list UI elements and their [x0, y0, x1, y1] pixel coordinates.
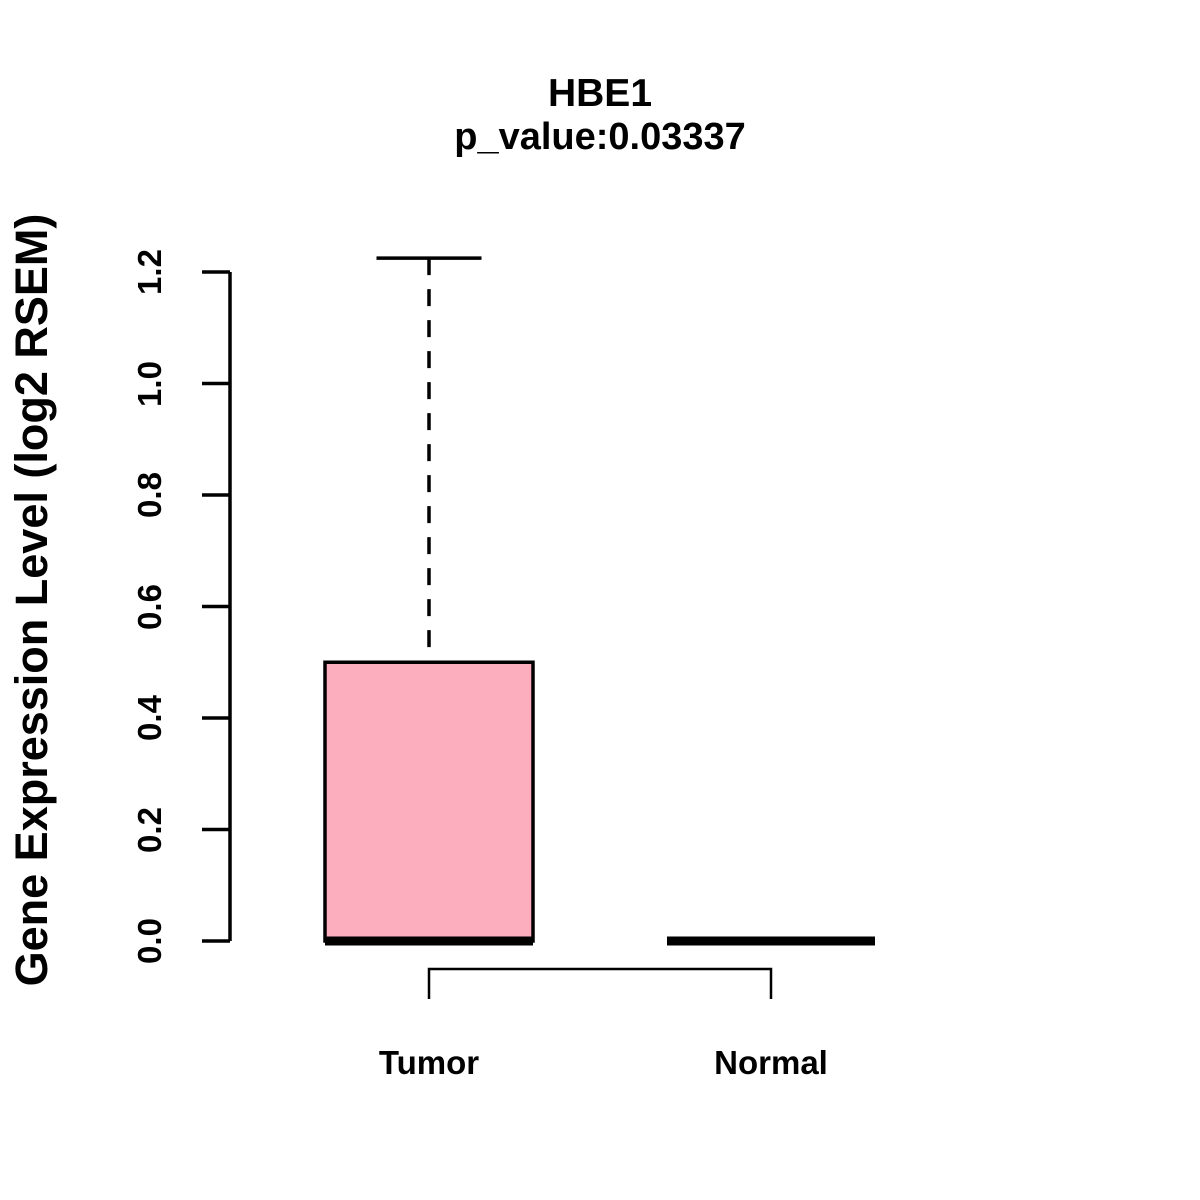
chart-subtitle-pvalue: p_value:0.03337: [454, 116, 746, 158]
y-axis-tick-label: 0.8: [131, 472, 168, 518]
y-axis-tick-label: 0.2: [131, 806, 168, 853]
y-axis-tick-label: 0.4: [131, 695, 168, 741]
chart-title: HBE1: [547, 72, 653, 115]
y-axis-tick-label: 0.6: [131, 583, 168, 630]
y-axis-tick-label: 1.2: [131, 249, 168, 295]
y-axis-tick-label: 1.0: [131, 360, 168, 407]
box-tumor: [323, 660, 535, 943]
x-category-label-normal: Normal: [714, 1044, 828, 1081]
y-axis-tick-label: 0.0: [131, 918, 168, 964]
comparison-bracket: [427, 967, 773, 999]
x-category-label-tumor: Tumor: [378, 1044, 480, 1081]
